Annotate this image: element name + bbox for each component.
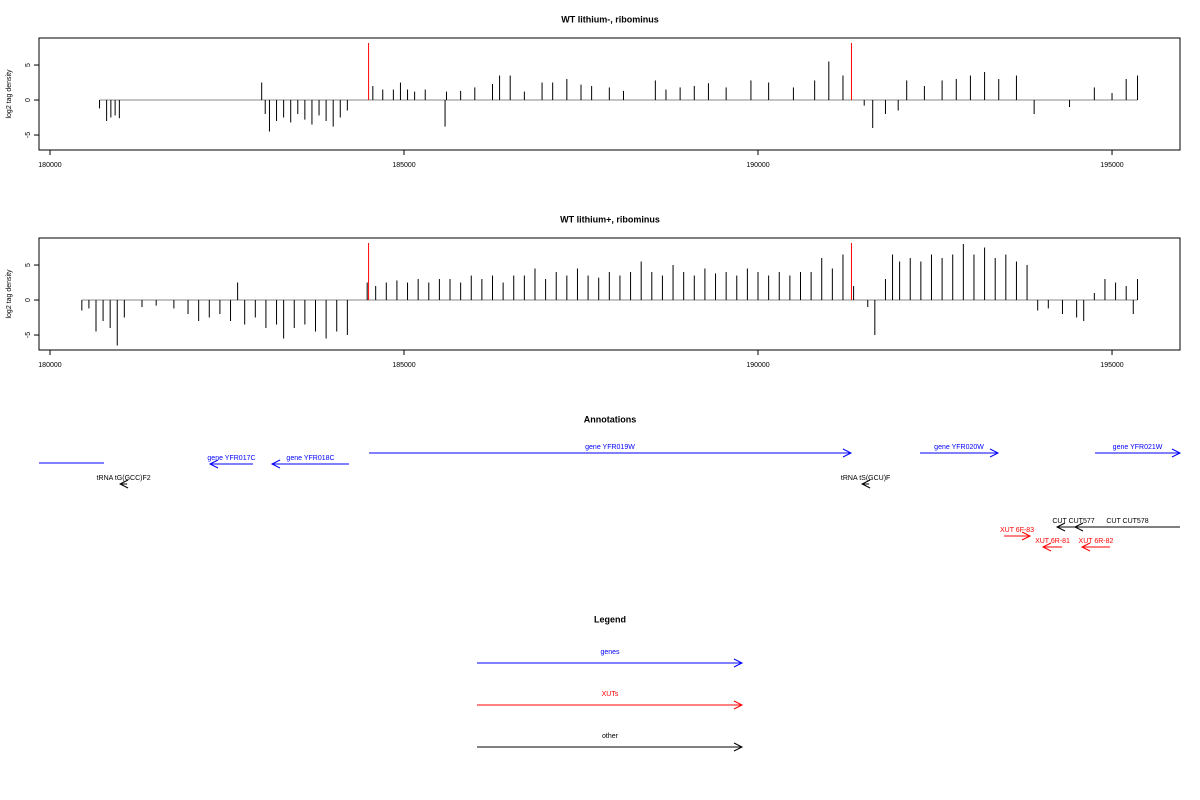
feature-label: gene YFR017C: [207, 455, 255, 462]
arrow-head: [1080, 542, 1091, 552]
y-axis-label: log2 tag density: [6, 269, 13, 319]
feature-label: gene YFR018C: [286, 455, 334, 462]
arrow-head: [733, 742, 744, 752]
feature-label: gene YFR019W: [585, 444, 635, 451]
x-tick-label: 190000: [746, 362, 769, 369]
arrow-head: [860, 479, 871, 489]
chart-title: WT lithium+, ribominus: [560, 214, 660, 224]
feature-label: CUT CUT578: [1106, 518, 1148, 525]
arrow-head: [1171, 448, 1182, 458]
arrow-head: [1041, 542, 1052, 552]
feature-label: XUT 6F-83: [1000, 527, 1034, 534]
arrow-head: [989, 448, 1000, 458]
feature-label: CUT CUT577: [1052, 518, 1094, 525]
arrow-head: [733, 700, 744, 710]
annotations-title: Annotations: [584, 414, 637, 424]
y-tick-label: -5: [25, 332, 32, 338]
arrow-head: [208, 459, 219, 469]
plot-frame: [38, 237, 1181, 351]
chart-title: WT lithium-, ribominus: [561, 14, 659, 24]
arrow-head: [1021, 531, 1032, 541]
plot-frame: [38, 37, 1181, 151]
arrow-head: [118, 479, 129, 489]
feature-label: XUT 6R-81: [1035, 538, 1070, 545]
x-tick-label: 195000: [1100, 362, 1123, 369]
arrow-head: [270, 459, 281, 469]
y-tick-label: 0: [25, 98, 32, 102]
feature-label: tRNA tG(GCC)F2: [97, 475, 151, 482]
x-tick-label: 180000: [38, 362, 61, 369]
legend-title: Legend: [594, 614, 626, 624]
x-tick-label: 195000: [1100, 162, 1123, 169]
x-tick-label: 185000: [392, 362, 415, 369]
x-tick-label: 180000: [38, 162, 61, 169]
y-axis-label: log2 tag density: [6, 69, 13, 119]
feature-label: XUT 6R-82: [1079, 538, 1114, 545]
legend-label: other: [602, 733, 619, 740]
y-tick-label: -5: [25, 132, 32, 138]
feature-label: gene YFR021W: [1113, 444, 1163, 451]
arrow-head: [733, 658, 744, 668]
x-tick-label: 190000: [746, 162, 769, 169]
arrow-head: [1073, 522, 1084, 532]
feature-label: tRNA tS(GCU)F: [841, 475, 890, 482]
feature-label: gene YFR020W: [934, 444, 984, 451]
y-tick-label: 0: [25, 298, 32, 302]
y-tick-label: 5: [25, 63, 32, 67]
arrow-head: [842, 448, 853, 458]
x-tick-label: 185000: [392, 162, 415, 169]
legend-label: XUTs: [602, 691, 619, 698]
y-tick-label: 5: [25, 263, 32, 267]
arrow-head: [1055, 522, 1066, 532]
legend-label: genes: [600, 649, 620, 656]
